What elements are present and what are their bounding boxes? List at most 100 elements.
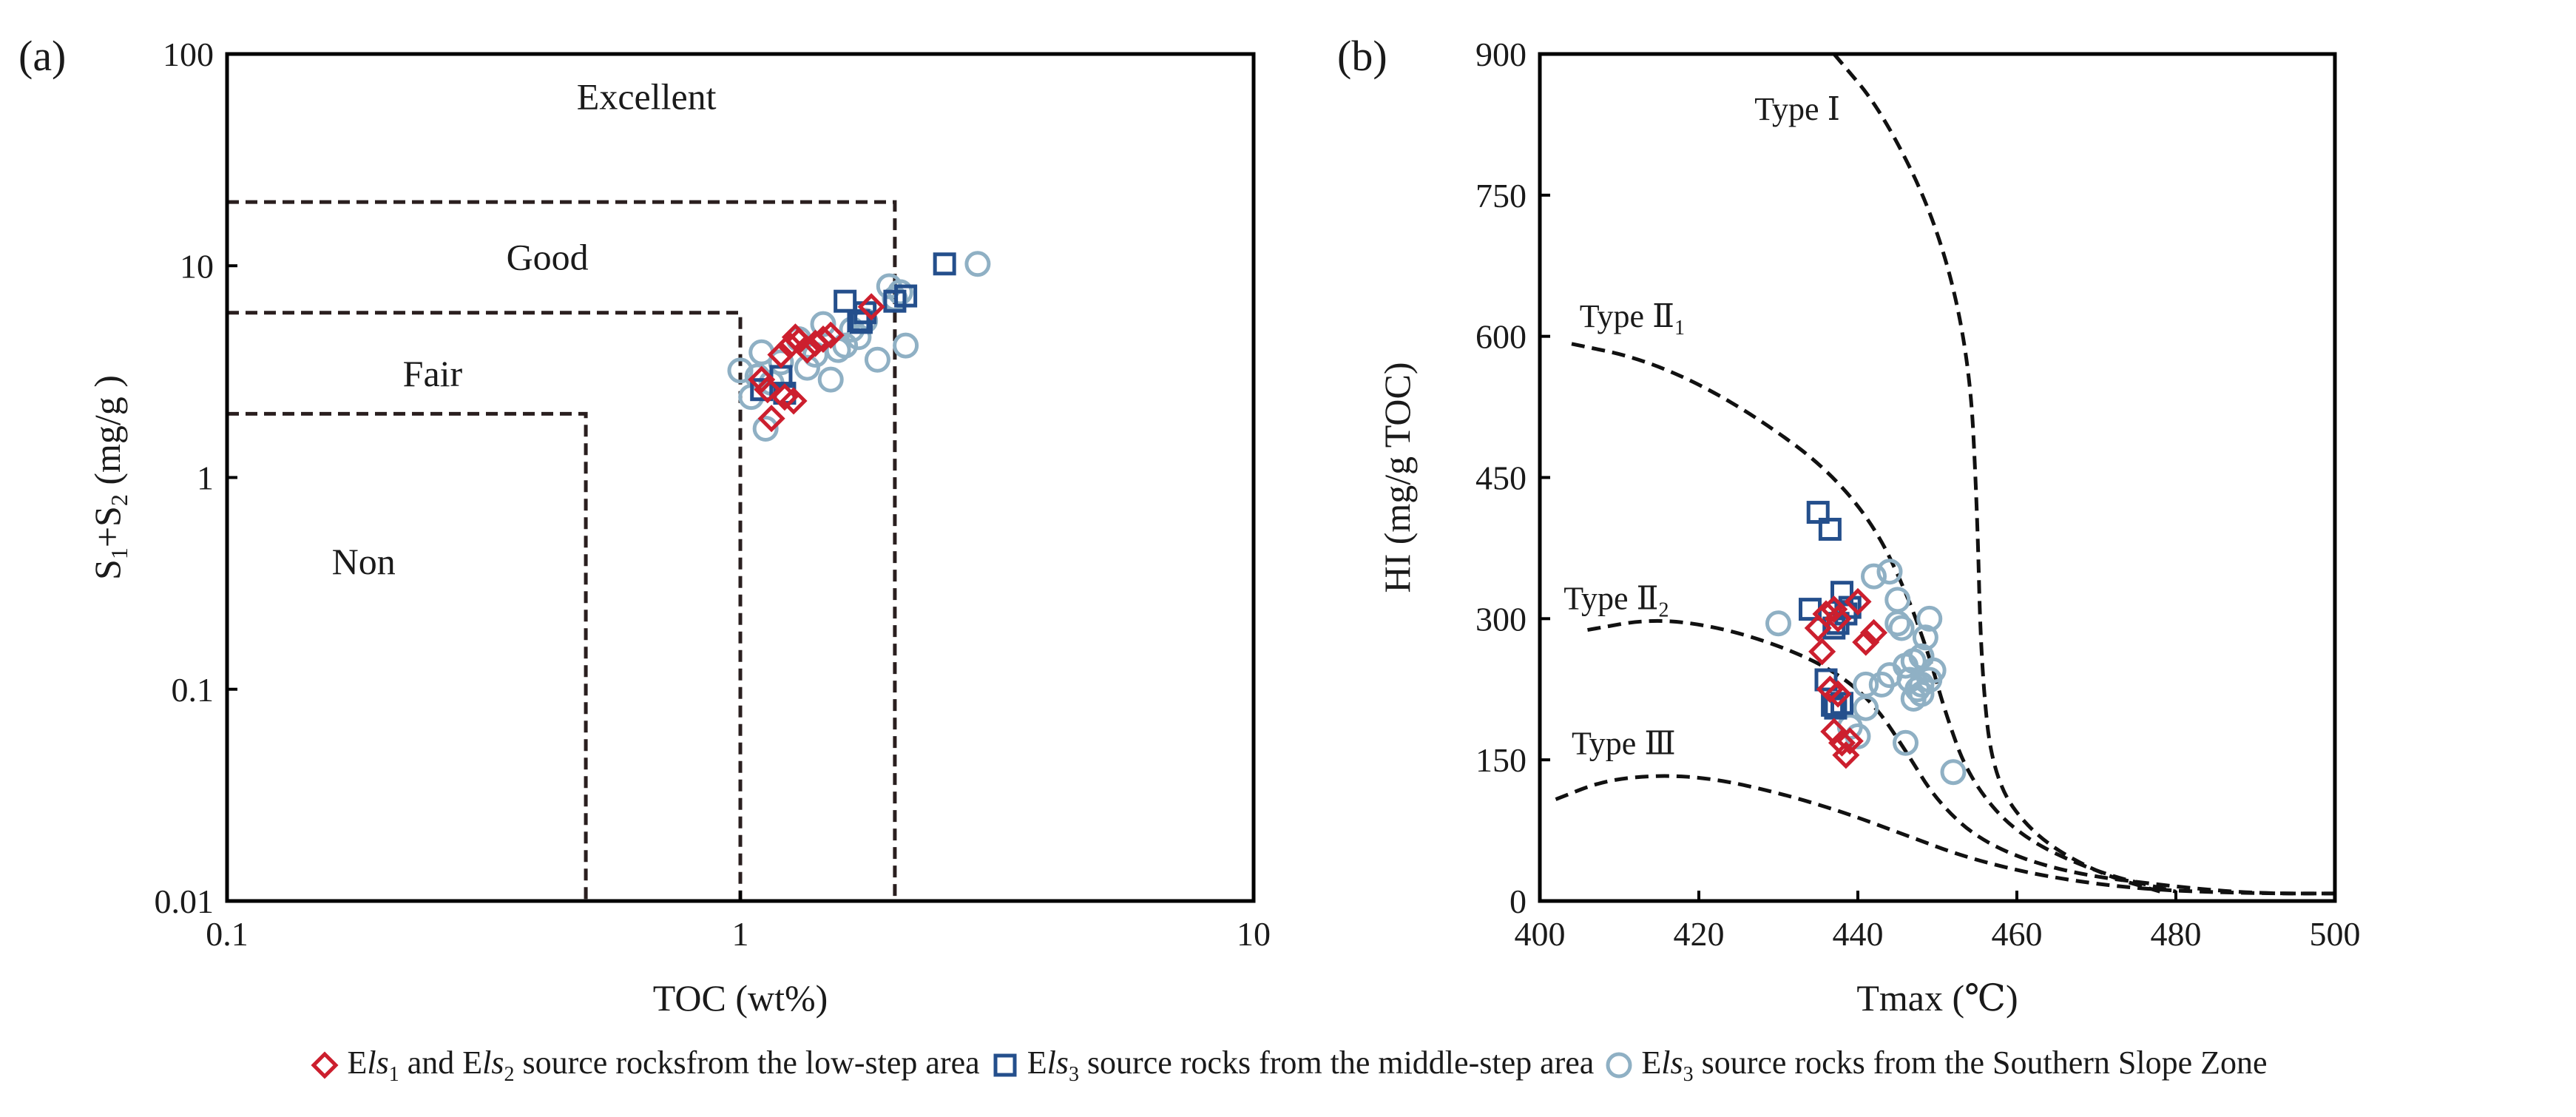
- data-point-b-low: [1820, 718, 1848, 746]
- data-point-b-south: [1765, 610, 1791, 637]
- y-tick-label-a: 1: [197, 459, 214, 497]
- x-tick-label-b: 420: [1674, 915, 1725, 953]
- data-point-b-south: [1876, 662, 1903, 689]
- data-point-b-south: [1912, 624, 1938, 651]
- x-axis-title-b: Tmax (℃): [1856, 977, 2018, 1019]
- data-point-a-south: [845, 324, 872, 351]
- region-label-good: Good: [507, 236, 589, 277]
- y-tick-label-b: 450: [1475, 459, 1527, 497]
- data-point-a-south: [727, 357, 754, 384]
- legend-symbol-diamond: [311, 1051, 339, 1079]
- data-point-a-mid: [750, 378, 774, 402]
- data-point-a-mid: [849, 311, 873, 334]
- data-point-b-south: [1888, 615, 1915, 641]
- kerogen-label-type-i: Type Ⅰ: [1754, 91, 1840, 127]
- y-tick-label-b: 900: [1475, 36, 1527, 73]
- y-tick-label-b: 600: [1475, 318, 1527, 356]
- region-boundary-fair: [227, 311, 743, 901]
- region-boundary-non: [227, 411, 588, 901]
- data-point-b-low: [1836, 727, 1864, 755]
- y-axis-title-a: S1+S2 (mg/g ): [87, 375, 132, 580]
- data-point-a-low: [780, 387, 808, 415]
- legend-symbol-circle: [1606, 1052, 1632, 1079]
- data-point-a-low: [857, 293, 885, 321]
- x-tick-label-b: 440: [1833, 915, 1884, 953]
- legend-item-low: Els1 and Els2 source rocksfrom the low-s…: [308, 1044, 980, 1087]
- kerogen-curve-type-iii: [1555, 774, 2335, 896]
- data-point-a-low: [757, 405, 785, 433]
- kerogen-label-type-ii1: Type Ⅱ1: [1580, 298, 1685, 340]
- y-tick-label-b: 750: [1475, 177, 1527, 215]
- data-point-a-south: [768, 349, 794, 376]
- y-tick-label-b: 300: [1475, 600, 1527, 638]
- x-tick-label-b: 400: [1515, 915, 1566, 953]
- panel-a-letter: (a): [18, 32, 66, 80]
- data-point-b-low: [1824, 680, 1852, 708]
- data-point-b-low: [1832, 741, 1860, 769]
- y-tick-label-b: 150: [1475, 741, 1527, 779]
- region-label-fair: Fair: [403, 353, 463, 394]
- data-point-b-south: [1884, 587, 1911, 613]
- data-point-b-low: [1820, 595, 1848, 624]
- panel-b-frame: [1538, 52, 2337, 903]
- panel-a-frame: [225, 52, 1256, 903]
- legend-label-mid: Els3 source rocks from the middle-step a…: [1027, 1045, 1595, 1086]
- data-point-a-low: [767, 341, 795, 369]
- data-point-b-low: [1852, 628, 1880, 656]
- data-point-a-mid: [834, 289, 857, 313]
- data-point-a-low: [754, 376, 782, 404]
- legend: Els1 and Els2 source rocksfrom the low-s…: [0, 1039, 2576, 1091]
- legend-label-low: Els1 and Els2 source rocksfrom the low-s…: [347, 1045, 980, 1086]
- data-point-b-mid: [1806, 501, 1830, 524]
- data-point-b-south: [1884, 610, 1911, 637]
- region-label-excellent: Excellent: [577, 75, 717, 117]
- data-point-b-mid: [1814, 668, 1838, 692]
- data-point-a-low: [817, 321, 845, 349]
- data-point-b-mid: [1824, 696, 1848, 720]
- data-point-a-south: [864, 346, 890, 373]
- data-point-a-low: [809, 325, 837, 354]
- data-point-a-south: [810, 311, 836, 337]
- x-tick-label-b: 480: [2151, 915, 2202, 953]
- kerogen-curve-type-ii2: [1587, 618, 2335, 896]
- legend-label-south: Els3 source rocks from the Southern Slop…: [1641, 1045, 2268, 1086]
- x-tick-label-a: 0.1: [206, 915, 249, 953]
- y-tick-label-a: 10: [180, 247, 214, 285]
- data-point-a-south: [794, 354, 820, 381]
- data-point-b-low: [1859, 618, 1888, 647]
- data-point-b-mid: [1818, 517, 1842, 541]
- x-tick-label-b: 500: [2310, 915, 2361, 953]
- data-point-a-south: [752, 416, 779, 442]
- legend-marker-south: [1606, 1052, 1632, 1079]
- data-point-a-south: [817, 366, 844, 393]
- data-point-a-mid: [933, 252, 956, 276]
- data-point-b-south: [1893, 729, 1919, 756]
- legend-marker-low: [311, 1051, 339, 1079]
- x-tick-label-a: 10: [1237, 915, 1271, 953]
- data-point-a-mid: [894, 284, 918, 308]
- legend-symbol-square: [993, 1053, 1017, 1077]
- data-point-a-low: [776, 331, 804, 360]
- region-label-non: Non: [332, 541, 396, 582]
- data-point-a-low: [748, 365, 776, 394]
- y-tick-label-a: 0.1: [172, 671, 214, 709]
- data-point-b-south: [1900, 648, 1927, 675]
- panel-b-letter: (b): [1337, 32, 1387, 80]
- data-point-b-south: [1916, 667, 1943, 693]
- kerogen-label-type-ii2: Type Ⅱ2: [1563, 581, 1669, 622]
- region-boundary-good: [227, 200, 897, 901]
- data-point-b-mid: [1830, 692, 1853, 715]
- y-axis-title-b: HI (mg/g TOC): [1376, 362, 1418, 593]
- data-point-b-south: [1940, 759, 1967, 786]
- data-point-b-south: [1876, 558, 1903, 585]
- legend-item-south: Els3 source rocks from the Southern Slop…: [1603, 1044, 2268, 1087]
- data-point-b-low: [1828, 729, 1856, 757]
- data-point-b-south: [1853, 695, 1879, 721]
- data-point-a-south: [964, 251, 991, 277]
- data-point-b-low: [1844, 587, 1872, 615]
- panel-b-chart: Type Ⅰ Type Ⅱ1 Type Ⅱ2 Type Ⅲ 400 420 440 460 48…: [1376, 36, 2361, 1019]
- y-tick-label-a: 100: [163, 36, 214, 73]
- legend-item-mid: Els3 source rocks from the middle-step a…: [989, 1044, 1595, 1087]
